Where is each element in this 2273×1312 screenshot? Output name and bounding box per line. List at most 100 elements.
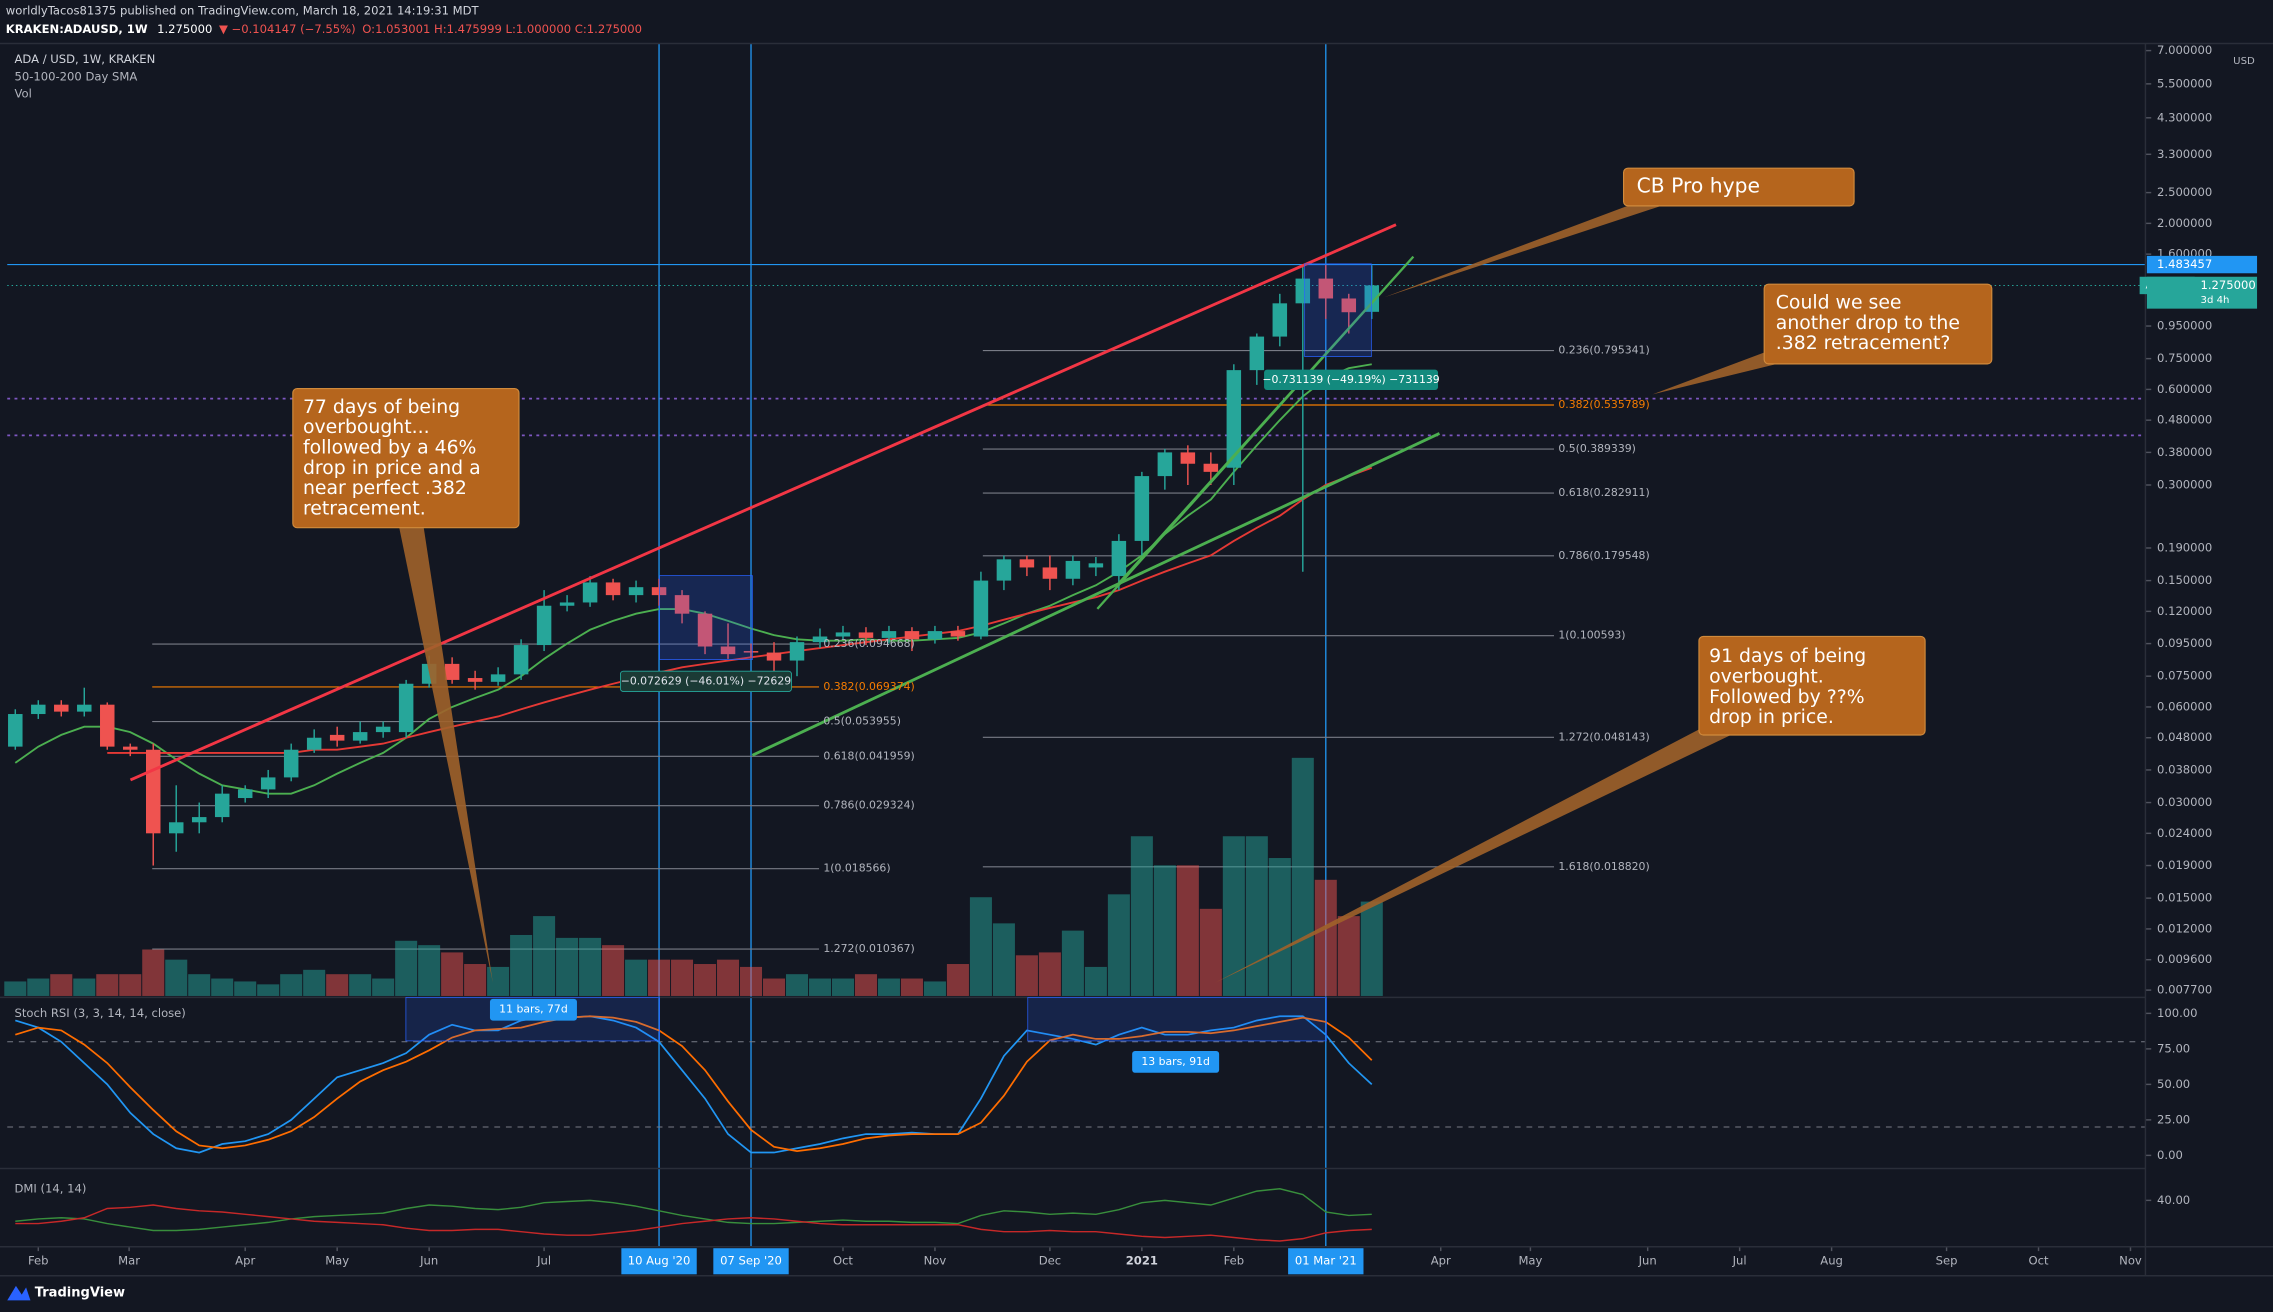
volume-bar xyxy=(1337,916,1360,996)
volume-bar xyxy=(785,974,809,996)
callout-text: another drop to the xyxy=(1776,313,1960,334)
fib-label: 0.618(0.282911) xyxy=(1558,486,1649,499)
x-tick-label: May xyxy=(325,1254,349,1268)
stoch-tick-label: 25.00 xyxy=(2157,1112,2190,1126)
y-tick-label: 0.024000 xyxy=(2157,826,2212,840)
volume-bar xyxy=(1360,901,1383,996)
y-tick-label: 0.600000 xyxy=(2157,382,2212,396)
fib-label: 0.618(0.041959) xyxy=(823,749,914,762)
volume-bar xyxy=(418,945,441,996)
candle-body xyxy=(1203,463,1219,472)
y-tick-label: 0.009600 xyxy=(2157,952,2212,966)
volume-bar xyxy=(602,945,625,996)
candle-body xyxy=(1134,476,1150,541)
candle-body xyxy=(191,817,207,823)
volume-bar xyxy=(165,959,188,996)
y-tick-label: 0.030000 xyxy=(2157,795,2212,809)
crosshair-price-box xyxy=(2146,255,2258,274)
x-tick-label: Mar xyxy=(118,1254,140,1268)
range-label-box xyxy=(1132,1051,1220,1073)
y-tick-label: 0.150000 xyxy=(2157,573,2212,587)
x-tick-label: 10 Aug '20 xyxy=(628,1254,691,1268)
measure-label: −0.072629 (−46.01%) −72629 xyxy=(621,674,792,687)
volume-bar xyxy=(739,966,763,996)
fib-label: 1(0.100593) xyxy=(1558,629,1625,642)
fib-label: 0.382(0.535789) xyxy=(1558,398,1649,411)
candle-body xyxy=(54,704,69,712)
volume-bar xyxy=(464,964,487,996)
candle-body xyxy=(1088,563,1104,568)
volume-bar xyxy=(1107,894,1130,996)
legend-volume: Vol xyxy=(14,87,31,101)
y-tick-label: 0.015000 xyxy=(2157,891,2212,905)
candle-body xyxy=(1111,540,1127,577)
volume-bar xyxy=(188,974,211,996)
countdown: 3d 4h xyxy=(2201,295,2230,306)
callout-text: Could we see xyxy=(1776,292,1902,313)
candle-body xyxy=(1042,567,1058,579)
callout-text: overbought. xyxy=(1709,667,1824,688)
candle-body xyxy=(1272,303,1288,337)
stoch-tick-label: 50.00 xyxy=(2157,1077,2190,1091)
x-tick-label: Aug xyxy=(1820,1254,1843,1268)
candle-body xyxy=(1157,452,1173,477)
trend-line xyxy=(751,432,1441,757)
trend-line xyxy=(129,223,1397,782)
volume-bar xyxy=(50,974,73,996)
brand: TradingView xyxy=(35,1286,125,1301)
x-tick-label: 07 Sep '20 xyxy=(720,1254,782,1268)
candle-body xyxy=(31,704,46,715)
volume-bar xyxy=(969,897,992,996)
volume-bar xyxy=(579,937,602,996)
volume-bar xyxy=(487,966,510,996)
volume-bar xyxy=(1222,836,1245,996)
candle-body xyxy=(1065,560,1081,579)
x-tick-label: Oct xyxy=(833,1254,853,1268)
x-tick-label: Nov xyxy=(924,1254,947,1268)
volume-bar xyxy=(395,940,418,996)
stoch-d xyxy=(15,1015,1373,1153)
volume-bar xyxy=(717,959,740,996)
candle-body xyxy=(306,737,322,750)
volume-bar xyxy=(877,978,900,996)
candle-body xyxy=(123,746,138,750)
candle-body xyxy=(812,636,828,643)
x-tick-label: Apr xyxy=(235,1254,255,1268)
volume-bar xyxy=(119,974,142,996)
legend-sma: 50-100-200 Day SMA xyxy=(14,69,137,83)
candle-body xyxy=(1019,559,1035,568)
candle-body xyxy=(789,642,805,661)
candle-body xyxy=(651,587,667,596)
stoch-tick-label: 0.00 xyxy=(2157,1148,2183,1162)
y-tick-label: 0.038000 xyxy=(2157,762,2212,776)
volume-bar xyxy=(808,978,832,996)
candle-body xyxy=(444,663,460,680)
measure-label-box xyxy=(620,670,792,692)
x-tick-label: Jul xyxy=(1732,1254,1747,1268)
volume-bar xyxy=(533,916,556,996)
range-label: 11 bars, 77d xyxy=(499,1003,568,1016)
volume-bar xyxy=(1314,879,1337,996)
candle-body xyxy=(536,605,552,646)
candle-body xyxy=(1341,298,1357,313)
candle-body xyxy=(398,683,414,733)
candle-body xyxy=(1318,278,1334,299)
callout-text: overbought... xyxy=(303,417,430,438)
callout-box xyxy=(1622,167,1855,207)
candle-body xyxy=(237,789,253,799)
y-tick-label: 0.019000 xyxy=(2157,858,2212,872)
candle-body xyxy=(8,714,23,747)
symbol-line: KRAKEN:ADAUSD, 1W 1.275000 ▼ −0.104147 (… xyxy=(6,21,642,35)
y-tick-label: 3.300000 xyxy=(2157,147,2212,161)
stoch-tick-label: 75.00 xyxy=(2157,1041,2190,1055)
y-tick-label: 0.120000 xyxy=(2157,604,2212,618)
stoch-title: Stoch RSI (3, 3, 14, 14, close) xyxy=(14,1006,185,1020)
volume-bar xyxy=(992,923,1015,996)
callout-pointer xyxy=(1652,350,1778,395)
range-label: 13 bars, 91d xyxy=(1141,1055,1210,1068)
candle-body xyxy=(145,749,161,834)
callout-box xyxy=(292,387,520,529)
candle-body xyxy=(582,582,598,603)
x-tick-highlight xyxy=(1288,1248,1364,1275)
candle-body xyxy=(628,587,644,596)
